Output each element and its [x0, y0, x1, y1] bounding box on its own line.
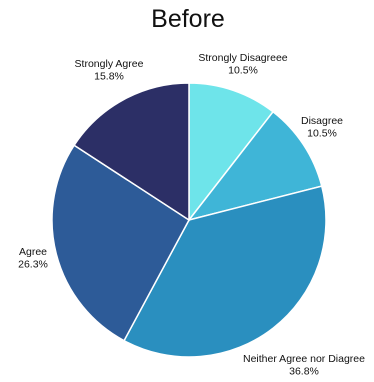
slice-label-strongly-agree: Strongly Agree 15.8%	[75, 58, 144, 83]
pie-slice-agree	[51, 144, 190, 342]
slice-label-neither-agree-nor-diagree: Neither Agree nor Diagree 36.8%	[243, 353, 365, 378]
slice-label-name: Strongly Agree	[75, 58, 144, 70]
pie-slice-strongly-agree	[73, 82, 190, 222]
slice-label-agree: Agree 26.3%	[18, 246, 48, 271]
slice-label-percent: 26.3%	[18, 259, 48, 271]
pie-slices	[51, 82, 327, 358]
slice-label-percent: 10.5%	[228, 65, 258, 77]
slice-label-disagree: Disagree 10.5%	[301, 115, 343, 140]
slice-label-percent: 15.8%	[94, 71, 124, 83]
pie-slice-disagree	[187, 110, 323, 222]
slice-label-name: Neither Agree nor Diagree	[243, 353, 365, 365]
slice-label-name: Strongly Disagreee	[198, 52, 287, 64]
slice-labels: Strongly Disagreee 10.5%Disagree 10.5%Neit…	[18, 52, 365, 378]
slice-label-name: Agree	[19, 246, 47, 258]
slice-label-percent: 10.5%	[307, 128, 337, 140]
pie-slice-neither-agree-nor-diagree	[123, 185, 327, 358]
slice-label-percent: 36.8%	[289, 366, 319, 378]
slice-label-strongly-disagreee: Strongly Disagreee 10.5%	[198, 52, 287, 77]
slice-label-name: Disagree	[301, 115, 343, 127]
chart-title: Before	[151, 5, 225, 33]
pie-slice-strongly-disagreee	[188, 82, 275, 223]
